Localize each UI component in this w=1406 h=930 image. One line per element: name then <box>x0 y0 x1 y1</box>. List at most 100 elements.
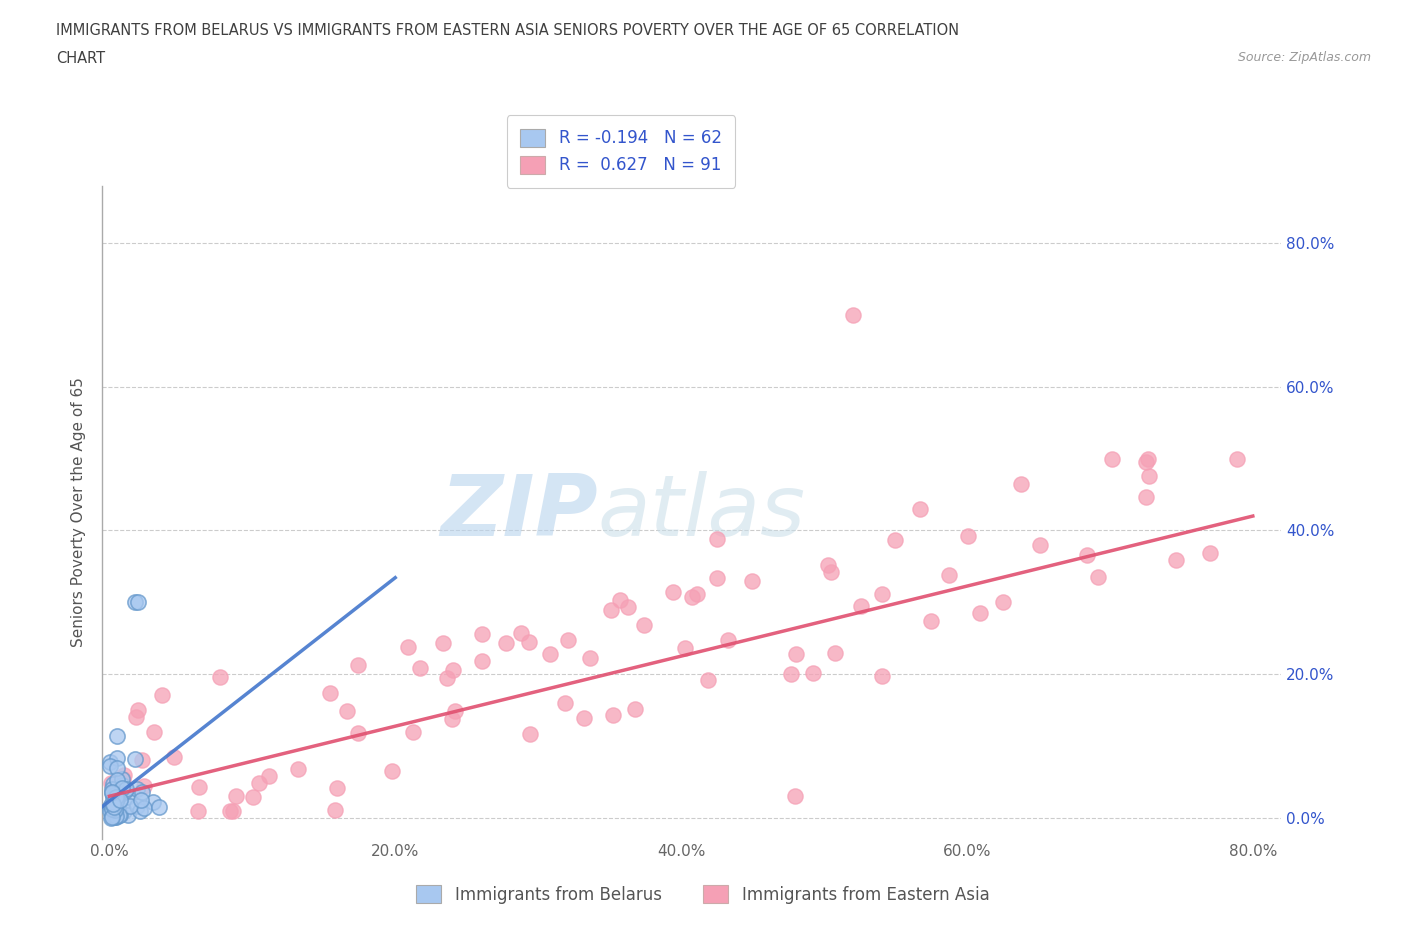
Legend: Immigrants from Belarus, Immigrants from Eastern Asia: Immigrants from Belarus, Immigrants from… <box>404 871 1002 917</box>
Point <box>101 797 124 812</box>
Point <box>662 585 685 600</box>
Point <box>578 651 600 666</box>
Point <box>908 501 931 516</box>
Point <box>617 599 640 614</box>
Point <box>100 797 122 812</box>
Point <box>101 781 124 796</box>
Point <box>104 804 127 818</box>
Point <box>101 786 124 801</box>
Point <box>115 790 138 804</box>
Point <box>336 704 359 719</box>
Point <box>696 673 718 688</box>
Text: ZIP: ZIP <box>440 471 598 554</box>
Point <box>346 725 368 740</box>
Point <box>101 802 124 817</box>
Point <box>870 586 893 601</box>
Point <box>409 660 432 675</box>
Point <box>779 667 801 682</box>
Point <box>1136 451 1159 466</box>
Point <box>538 646 561 661</box>
Point <box>114 783 136 798</box>
Point <box>101 807 124 822</box>
Point <box>1010 476 1032 491</box>
Point <box>633 618 655 632</box>
Point <box>142 724 165 739</box>
Point <box>509 626 531 641</box>
Point <box>347 658 370 672</box>
Point <box>112 804 135 818</box>
Point <box>441 662 464 677</box>
Point <box>1076 548 1098 563</box>
Point <box>98 799 121 814</box>
Point <box>129 804 152 818</box>
Point <box>841 308 863 323</box>
Point <box>609 592 631 607</box>
Point <box>572 711 595 725</box>
Point <box>117 808 139 823</box>
Point <box>101 809 124 824</box>
Point <box>101 791 124 806</box>
Point <box>104 790 127 804</box>
Point <box>105 794 128 809</box>
Point <box>104 801 127 816</box>
Point <box>111 771 134 786</box>
Point <box>287 762 309 777</box>
Point <box>100 810 122 825</box>
Point <box>98 804 121 818</box>
Point <box>817 557 839 572</box>
Point <box>557 632 579 647</box>
Point <box>115 782 138 797</box>
Point <box>443 703 465 718</box>
Point <box>104 809 127 824</box>
Point <box>132 801 155 816</box>
Point <box>107 799 129 814</box>
Text: IMMIGRANTS FROM BELARUS VS IMMIGRANTS FROM EASTERN ASIA SENIORS POVERTY OVER THE: IMMIGRANTS FROM BELARUS VS IMMIGRANTS FR… <box>56 23 959 38</box>
Point <box>673 640 696 655</box>
Point <box>471 654 494 669</box>
Point <box>686 586 709 601</box>
Point <box>142 794 165 809</box>
Point <box>103 788 125 803</box>
Point <box>225 789 247 804</box>
Point <box>127 702 149 717</box>
Point <box>105 790 128 805</box>
Point <box>208 670 231 684</box>
Point <box>471 626 494 641</box>
Point <box>105 809 128 824</box>
Point <box>883 533 905 548</box>
Point <box>380 764 402 778</box>
Point <box>103 786 125 801</box>
Point <box>105 729 128 744</box>
Point <box>920 614 942 629</box>
Point <box>108 793 131 808</box>
Point <box>242 790 264 804</box>
Point <box>993 595 1015 610</box>
Text: Source: ZipAtlas.com: Source: ZipAtlas.com <box>1237 51 1371 64</box>
Point <box>1137 469 1160 484</box>
Point <box>938 568 960 583</box>
Point <box>148 800 170 815</box>
Point <box>436 671 458 685</box>
Point <box>554 696 576 711</box>
Point <box>120 799 142 814</box>
Point <box>188 779 211 794</box>
Point <box>785 646 807 661</box>
Point <box>402 724 425 739</box>
Point <box>100 776 122 790</box>
Point <box>105 760 128 775</box>
Point <box>131 752 153 767</box>
Y-axis label: Seniors Poverty Over the Age of 65: Seniors Poverty Over the Age of 65 <box>72 378 86 647</box>
Point <box>125 798 148 813</box>
Point <box>801 666 824 681</box>
Point <box>1226 451 1249 466</box>
Point <box>325 803 347 817</box>
Point <box>101 785 124 800</box>
Point <box>1028 538 1050 552</box>
Point <box>111 777 134 792</box>
Point <box>101 800 124 815</box>
Point <box>124 751 146 766</box>
Point <box>105 773 128 788</box>
Point <box>602 708 624 723</box>
Point <box>111 771 134 786</box>
Point <box>110 780 132 795</box>
